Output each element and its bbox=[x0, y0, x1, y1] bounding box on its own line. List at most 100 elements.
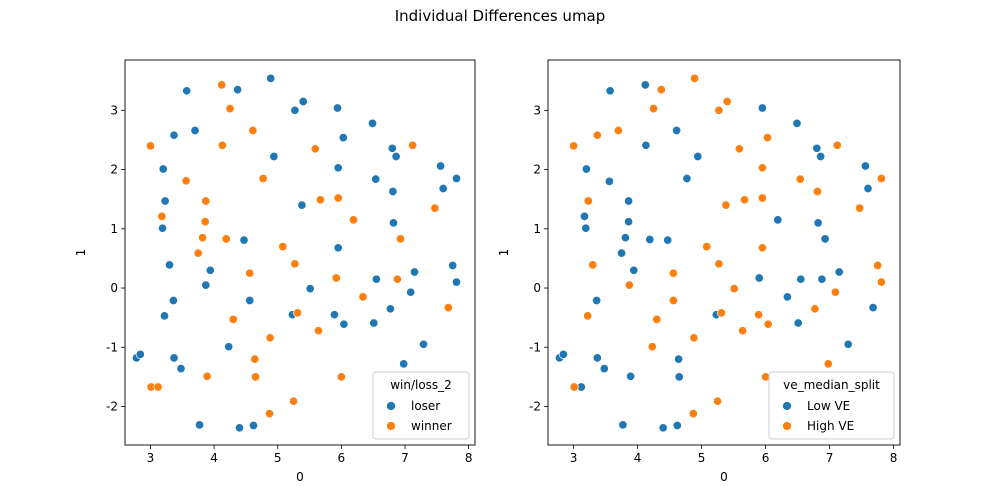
point-loser bbox=[436, 161, 446, 171]
x-tick-label: 7 bbox=[826, 451, 834, 465]
point-loser bbox=[233, 85, 243, 95]
point-loser bbox=[399, 359, 409, 369]
y-tick-label: -2 bbox=[106, 400, 118, 414]
legend-marker bbox=[386, 401, 396, 411]
point-loser bbox=[182, 86, 192, 96]
point-loser bbox=[333, 163, 343, 173]
point-low-ve bbox=[773, 215, 783, 225]
point-winner bbox=[250, 354, 260, 364]
y-axis-label: 1 bbox=[74, 249, 88, 257]
point-low-ve bbox=[693, 151, 703, 162]
point-winner bbox=[443, 303, 453, 313]
point-loser bbox=[406, 287, 416, 297]
point-high-ve bbox=[729, 284, 739, 294]
point-low-ve bbox=[581, 164, 591, 174]
point-low-ve bbox=[618, 420, 628, 430]
point-low-ve bbox=[592, 295, 602, 306]
legend-box bbox=[768, 371, 895, 440]
point-winner bbox=[392, 274, 402, 284]
point-loser bbox=[297, 200, 307, 210]
point-high-ve bbox=[690, 73, 700, 83]
point-high-ve bbox=[647, 342, 657, 352]
point-high-ve bbox=[757, 243, 767, 253]
point-winner bbox=[310, 144, 320, 154]
point-winner bbox=[331, 273, 341, 283]
point-high-ve bbox=[689, 333, 699, 343]
point-low-ve bbox=[672, 420, 682, 431]
x-tick-label: 5 bbox=[698, 451, 706, 465]
x-tick-label: 5 bbox=[274, 451, 282, 465]
point-loser bbox=[409, 267, 420, 277]
point-low-ve bbox=[754, 273, 764, 283]
point-high-ve bbox=[763, 319, 773, 329]
legend-marker bbox=[386, 421, 396, 431]
point-low-ve bbox=[816, 151, 826, 162]
point-loser bbox=[438, 183, 448, 194]
point-low-ve bbox=[617, 248, 627, 258]
point-low-ve bbox=[820, 234, 830, 244]
point-winner bbox=[217, 80, 227, 90]
y-tick-label: 3 bbox=[110, 103, 118, 117]
point-winner bbox=[193, 248, 203, 258]
point-high-ve bbox=[876, 173, 886, 184]
figure-suptitle: Individual Differences umap bbox=[394, 7, 606, 25]
point-winner bbox=[228, 314, 238, 324]
point-winner bbox=[348, 215, 359, 225]
point-loser bbox=[338, 133, 348, 143]
point-low-ve bbox=[579, 211, 590, 221]
point-loser bbox=[234, 423, 245, 433]
y-tick-label: -2 bbox=[529, 400, 541, 414]
point-loser bbox=[367, 118, 378, 128]
point-high-ve bbox=[757, 163, 767, 173]
point-loser bbox=[190, 125, 200, 136]
point-low-ve bbox=[581, 223, 591, 233]
point-low-ve bbox=[682, 173, 692, 184]
x-tick-label: 3 bbox=[570, 451, 578, 465]
point-loser bbox=[176, 364, 186, 374]
point-winner bbox=[264, 409, 275, 419]
point-low-ve bbox=[640, 80, 650, 90]
x-axis-label: 0 bbox=[296, 470, 304, 484]
point-high-ve bbox=[588, 260, 598, 270]
point-high-ve bbox=[656, 85, 666, 95]
point-low-ve bbox=[817, 274, 827, 284]
y-tick-label: -1 bbox=[106, 340, 118, 354]
point-low-ve bbox=[658, 423, 668, 433]
x-axis-label: 0 bbox=[720, 470, 728, 484]
point-high-ve bbox=[762, 133, 773, 143]
point-winner bbox=[225, 104, 235, 114]
point-high-ve bbox=[652, 314, 662, 324]
point-high-ve bbox=[810, 304, 820, 314]
point-high-ve bbox=[722, 96, 732, 107]
y-axis-label: 1 bbox=[497, 249, 511, 257]
point-high-ve bbox=[738, 326, 748, 336]
y-tick-label: 0 bbox=[110, 281, 118, 295]
point-loser bbox=[159, 311, 170, 321]
point-loser bbox=[269, 151, 279, 162]
point-winner bbox=[248, 125, 258, 136]
point-loser bbox=[224, 342, 234, 352]
point-low-ve bbox=[624, 217, 634, 227]
point-low-ve bbox=[793, 318, 803, 328]
x-tick-label: 8 bbox=[890, 451, 898, 465]
legend: ve_median_split Low VE High VE bbox=[768, 371, 895, 440]
point-winner bbox=[289, 396, 299, 406]
y-tick-label: 3 bbox=[533, 103, 541, 117]
legend-entry: Low VE bbox=[807, 399, 850, 413]
legend-entry: High VE bbox=[807, 419, 854, 433]
legend-marker bbox=[782, 421, 792, 431]
legend-entry: winner bbox=[411, 419, 452, 433]
point-low-ve bbox=[868, 303, 878, 313]
point-high-ve bbox=[830, 287, 840, 297]
point-low-ve bbox=[843, 339, 853, 349]
point-high-ve bbox=[823, 359, 833, 369]
point-loser bbox=[248, 420, 259, 431]
point-low-ve bbox=[757, 103, 767, 113]
point-winner bbox=[395, 234, 406, 244]
point-low-ve bbox=[629, 265, 639, 275]
point-winner bbox=[145, 141, 156, 151]
point-winner bbox=[157, 211, 167, 221]
point-loser bbox=[168, 295, 178, 306]
